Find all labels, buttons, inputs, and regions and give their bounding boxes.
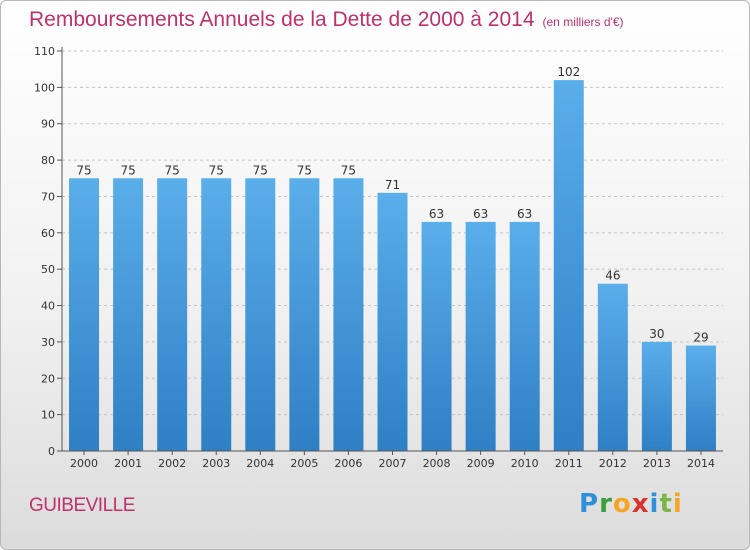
x-tick-label: 2003 <box>202 457 230 470</box>
title-text: Remboursements Annuels de la Dette de 20… <box>29 8 535 31</box>
bar <box>201 178 232 452</box>
logo-letter: t <box>659 489 673 519</box>
x-tick-label: 2009 <box>467 457 495 470</box>
bar <box>553 80 584 451</box>
axes <box>57 47 723 455</box>
y-tick-label: 40 <box>41 300 55 313</box>
y-tick-label: 110 <box>34 45 55 58</box>
x-tick-labels: 2000 2001 2002 2003 2004 2005 2006 2007 2008 2009… <box>70 457 715 470</box>
unit-note: (en milliers d'€) <box>542 15 624 29</box>
value-label: 75 <box>297 163 312 177</box>
x-tick-label: 2010 <box>511 457 539 470</box>
x-tick-label: 2011 <box>555 457 583 470</box>
y-tick-label: 30 <box>41 336 55 349</box>
y-tick-label: 80 <box>41 154 55 167</box>
logo-letter: r <box>599 489 613 519</box>
proxiti-logo: Proxiti <box>579 489 683 519</box>
bar <box>465 221 496 451</box>
value-label: 71 <box>385 178 400 192</box>
x-tick-label: 2005 <box>290 457 318 470</box>
bar <box>157 178 188 452</box>
x-tick-label: 2001 <box>114 457 142 470</box>
x-tick-label: 2012 <box>599 457 627 470</box>
x-tick-label: 2007 <box>379 457 407 470</box>
logo-letter: o <box>612 489 632 519</box>
bar <box>641 341 672 451</box>
x-tick-label: 2013 <box>643 457 671 470</box>
bar <box>685 345 716 451</box>
x-tick-label: 2000 <box>70 457 98 470</box>
value-labels: 75 75 75 75 75 75 75 71 63 63 63 102 46 30 29 <box>76 65 708 344</box>
value-label: 29 <box>693 331 708 345</box>
logo-letter: i <box>649 489 660 519</box>
bar <box>509 221 540 451</box>
bars <box>69 80 716 452</box>
value-label: 75 <box>120 163 135 177</box>
y-tick-labels: 0 10 20 30 40 50 60 70 80 90 100 110 <box>34 45 55 458</box>
bar <box>421 221 452 451</box>
y-tick-label: 10 <box>41 409 55 422</box>
value-label: 30 <box>649 327 664 341</box>
commune-name: GUIBEVILLE <box>29 495 135 516</box>
value-label: 46 <box>605 269 620 283</box>
logo-letter: P <box>579 489 600 519</box>
value-label: 75 <box>165 163 180 177</box>
bar <box>289 178 320 452</box>
bar <box>113 178 144 452</box>
bar <box>69 178 100 452</box>
logo-letter: x <box>631 489 650 519</box>
y-tick-label: 70 <box>41 190 55 203</box>
x-tick-label: 2014 <box>687 457 715 470</box>
y-tick-label: 60 <box>41 227 55 240</box>
value-label: 102 <box>557 65 580 79</box>
x-tick-label: 2002 <box>158 457 186 470</box>
bar <box>377 192 408 451</box>
bar <box>245 178 276 452</box>
bar <box>597 283 628 451</box>
x-tick-label: 2008 <box>423 457 451 470</box>
chart-title: Remboursements Annuels de la Dette de 20… <box>29 8 624 32</box>
y-tick-label: 100 <box>34 81 55 94</box>
value-label: 63 <box>473 207 488 221</box>
x-tick-label: 2006 <box>334 457 362 470</box>
logo-letter: i <box>672 489 683 519</box>
value-label: 75 <box>76 163 91 177</box>
value-label: 63 <box>429 207 444 221</box>
value-label: 63 <box>517 207 532 221</box>
y-tick-label: 20 <box>41 372 55 385</box>
x-tick-label: 2004 <box>246 457 274 470</box>
value-label: 75 <box>341 163 356 177</box>
bar <box>333 178 364 452</box>
value-label: 75 <box>253 163 268 177</box>
y-tick-label: 90 <box>41 118 55 131</box>
value-label: 75 <box>209 163 224 177</box>
y-tick-label: 50 <box>41 263 55 276</box>
y-tick-label: 0 <box>48 445 55 458</box>
